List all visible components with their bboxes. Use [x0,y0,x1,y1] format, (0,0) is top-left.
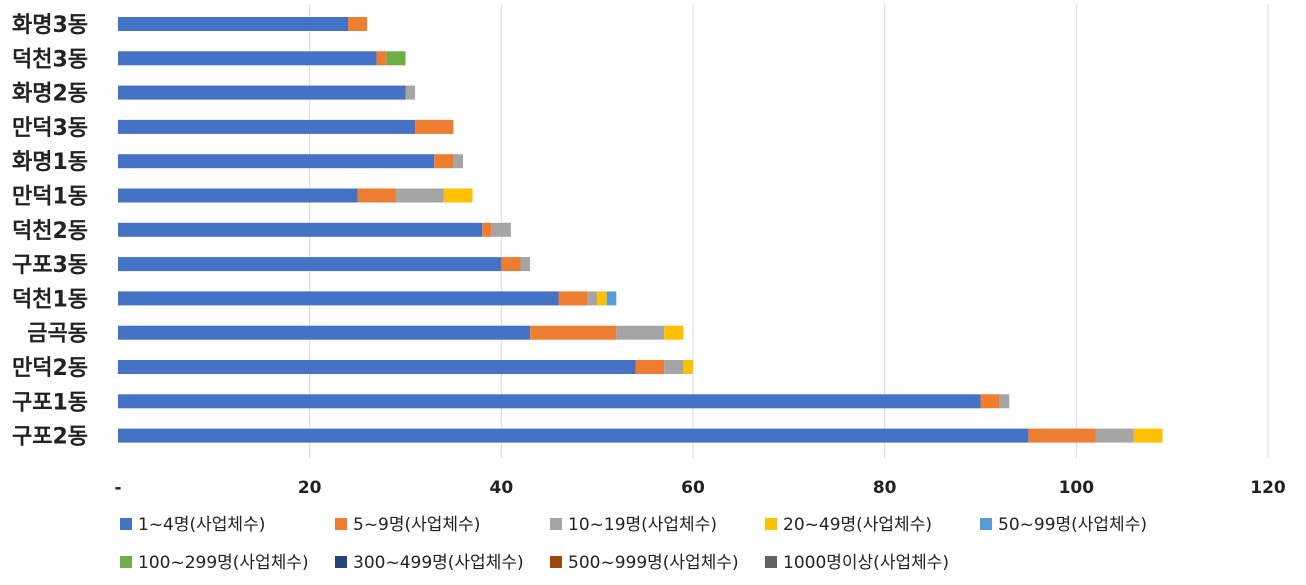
bar-segment-11-series-1 [118,360,636,374]
bar-segment-2-series-6 [386,51,406,66]
legend-label: 50~99명(사업체수) [998,515,1147,535]
category-label: 덕천3동 [12,47,88,72]
legend-label: 20~49명(사업체수) [783,515,932,535]
legend-swatch [765,518,777,530]
category-label: 만덕3동 [12,116,88,141]
x-tick-label: 60 [681,478,705,498]
legend-label: 1~4명(사업체수) [138,515,265,535]
bar-segment-2-series-2 [376,51,387,66]
legend-item: 300~499명(사업체수) [335,553,524,573]
legend-item: 1000명이상(사업체수) [765,553,949,573]
category-label: 덕천2동 [12,219,88,244]
bar-segment-6-series-1 [118,188,358,203]
bar-segment-13-series-1 [118,428,1029,443]
x-tick-label: 20 [298,478,322,498]
bar-segment-9-series-5 [606,291,617,306]
x-tick-label: - [114,478,121,498]
legend-swatch [550,518,562,530]
bar-segment-10-series-1 [118,325,531,340]
bar-segment-2-series-1 [118,51,377,66]
bar-segment-11-series-2 [635,360,665,374]
category-label: 만덕1동 [12,185,88,210]
legend-item: 1~4명(사업체수) [120,515,265,535]
bar-segment-1-series-1 [118,17,348,31]
bars [118,17,1163,443]
legend-item: 20~49명(사업체수) [765,515,932,535]
legend-label: 5~9명(사업체수) [353,515,480,535]
legend-swatch [335,556,347,568]
bar-segment-5-series-3 [453,154,463,169]
category-label: 금곡동 [27,322,88,347]
bar-segment-6-series-4 [443,188,473,203]
bar-segment-9-series-1 [118,291,559,306]
legend-item: 50~99명(사업체수) [980,515,1147,535]
legend-label: 500~999명(사업체수) [568,553,739,573]
legend: 1~4명(사업체수) 5~9명(사업체수) 10~19명(사업체수) 20~49명(사… [120,515,1147,573]
bar-segment-5-series-1 [118,154,435,169]
category-label: 화명3동 [12,13,88,38]
bar-segment-9-series-4 [597,291,607,306]
bar-segment-4-series-1 [118,119,416,134]
category-labels: 화명3동덕천3동화명2동만덕3동화명1동만덕1동덕천2동구포3동덕천1동금곡동만… [12,13,88,450]
bar-segment-11-series-4 [683,360,693,374]
bar-segment-6-series-3 [395,188,444,203]
x-tick-label: 120 [1250,478,1286,498]
category-label: 화명2동 [12,82,88,107]
legend-swatch [765,556,777,568]
legend-item: 100~299명(사업체수) [120,553,309,573]
bar-segment-9-series-3 [587,291,598,306]
category-label: 화명1동 [12,150,88,175]
bar-segment-12-series-2 [980,394,1000,409]
bar-segment-10-series-2 [530,325,617,340]
x-tick-label: 40 [489,478,513,498]
bar-segment-9-series-2 [558,291,588,306]
legend-item: 10~19명(사업체수) [550,515,717,535]
bar-segment-10-series-4 [664,325,684,340]
bar-segment-4-series-2 [415,119,454,134]
legend-item: 5~9명(사업체수) [335,515,480,535]
category-label: 구포1동 [12,390,88,415]
legend-label: 10~19명(사업체수) [568,515,717,535]
bar-segment-6-series-2 [357,188,396,203]
legend-swatch [550,556,562,568]
bar-segment-3-series-3 [405,85,416,100]
x-axis-tick-labels: - 20 40 60 80 100 120 [114,478,1285,498]
legend-item: 500~999명(사업체수) [550,553,739,573]
bar-segment-1-series-2 [348,17,368,31]
bar-segment-8-series-1 [118,257,502,272]
bar-segment-8-series-2 [501,257,521,272]
bar-segment-8-series-3 [520,257,531,272]
legend-label: 1000명이상(사업체수) [783,553,949,573]
bar-segment-7-series-2 [482,222,492,237]
bar-segment-3-series-1 [118,85,406,100]
category-label: 구포2동 [12,425,88,450]
legend-swatch [335,518,347,530]
bar-segment-13-series-3 [1095,428,1134,443]
legend-label: 300~499명(사업체수) [353,553,524,573]
bar-segment-12-series-1 [118,394,981,409]
legend-swatch [120,518,132,530]
bar-segment-13-series-4 [1133,428,1163,443]
category-label: 만덕2동 [12,356,88,381]
bar-segment-7-series-3 [491,222,511,237]
legend-label: 100~299명(사업체수) [138,553,309,573]
bar-segment-10-series-3 [616,325,665,340]
bar-segment-5-series-2 [434,154,454,169]
bar-segment-13-series-2 [1028,428,1096,443]
legend-swatch [120,556,132,568]
bar-segment-11-series-3 [664,360,684,374]
legend-swatch [980,518,992,530]
bar-segment-12-series-3 [999,394,1010,409]
x-tick-label: 100 [1059,478,1095,498]
bar-segment-7-series-1 [118,222,483,237]
gridlines [309,4,1269,458]
category-label: 덕천1동 [12,287,88,312]
x-tick-label: 80 [873,478,897,498]
category-label: 구포3동 [12,253,88,278]
